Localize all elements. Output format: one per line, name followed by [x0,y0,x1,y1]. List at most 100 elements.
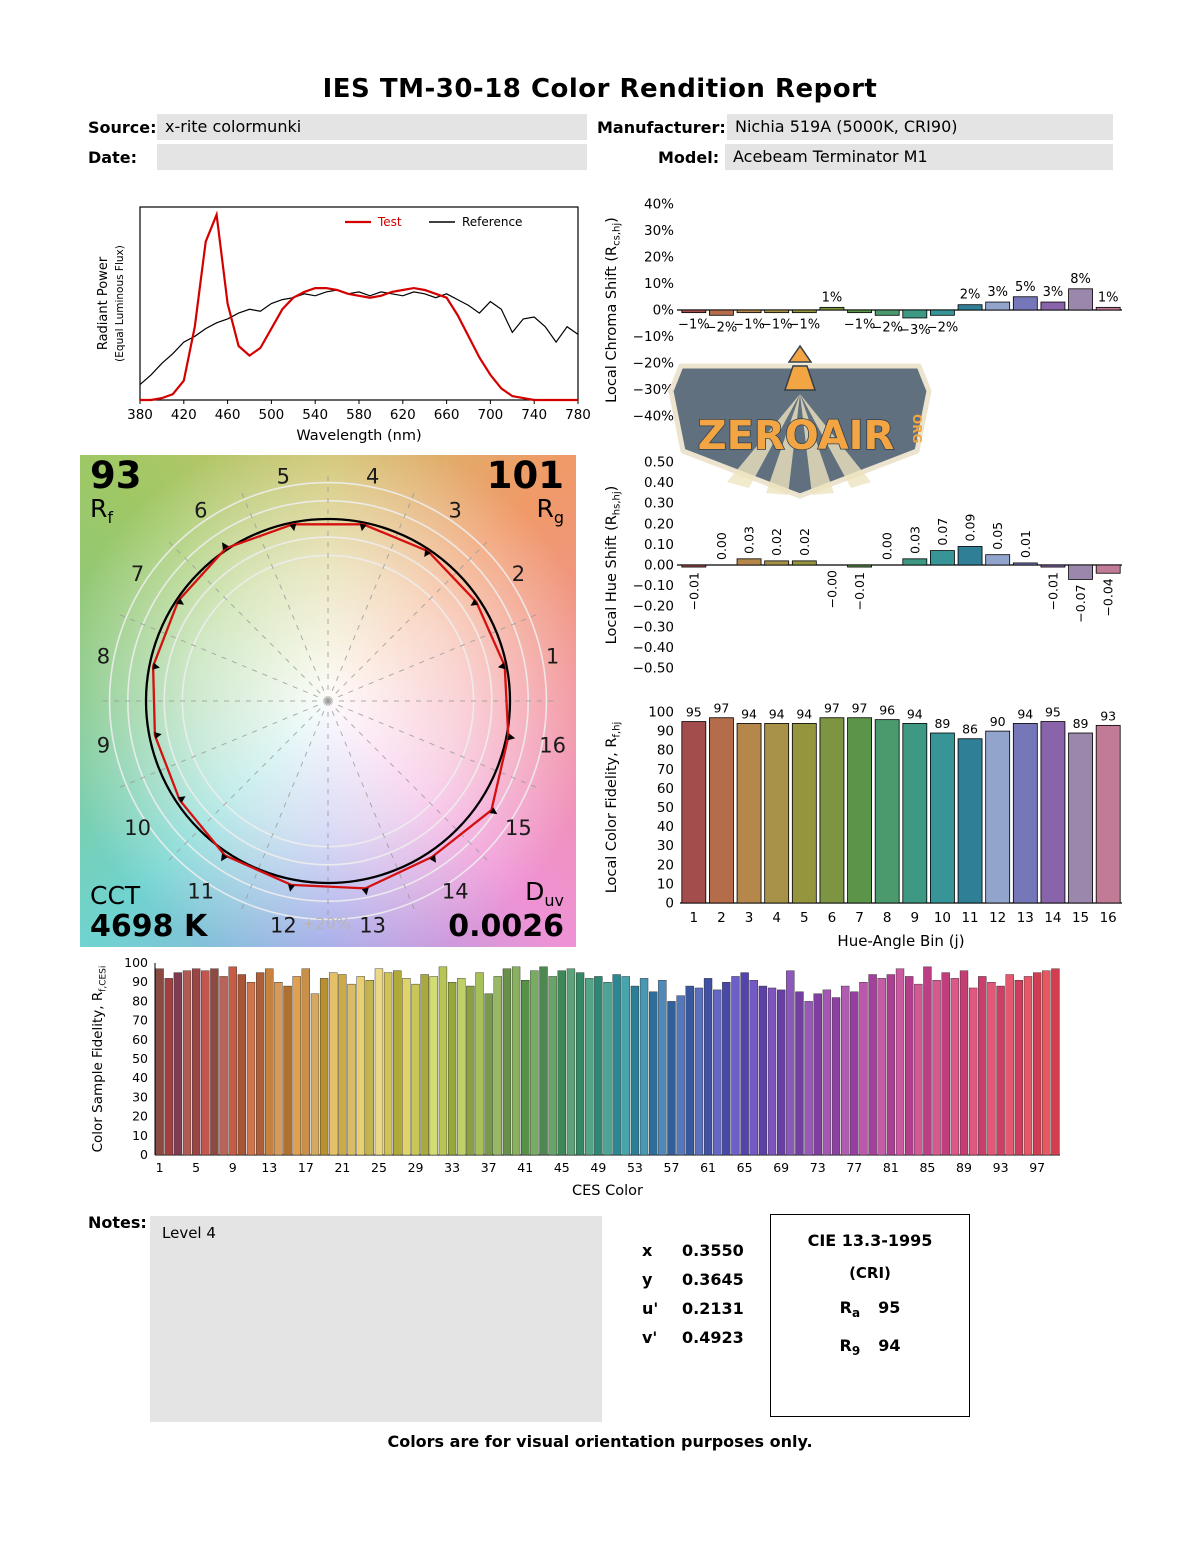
svg-text:29: 29 [408,1160,424,1175]
svg-text:10: 10 [132,1128,148,1143]
svg-text:3: 3 [449,499,462,523]
svg-text:7: 7 [855,910,864,926]
svg-text:93: 93 [1100,708,1116,723]
svg-text:580: 580 [346,407,372,423]
watermark-text: ZEROAIR [698,413,895,459]
svg-text:0.00: 0.00 [644,558,674,574]
svg-text:96: 96 [879,703,895,718]
svg-text:65: 65 [737,1160,753,1175]
svg-text:−0.30: −0.30 [633,619,674,635]
svg-text:0: 0 [665,896,674,912]
svg-text:12: 12 [989,910,1006,926]
svg-text:0.01: 0.01 [1018,530,1033,558]
cie-ra-row: Ra 95 [839,1298,901,1321]
svg-text:5: 5 [277,464,290,488]
svg-text:1: 1 [156,1160,164,1175]
manufacturer-label: Manufacturer: [597,118,726,137]
svg-text:95: 95 [1045,705,1061,720]
svg-text:89: 89 [956,1160,972,1175]
svg-text:−0.40: −0.40 [633,640,674,656]
svg-text:0.09: 0.09 [963,514,978,542]
svg-text:0.00: 0.00 [880,532,895,560]
svg-text:80: 80 [132,993,148,1008]
rg-symbol: Rg [536,493,564,527]
notes-box: Level 4 [150,1216,602,1422]
duv-symbol: Duv [525,876,564,910]
svg-text:45: 45 [554,1160,570,1175]
svg-text:30: 30 [132,1089,148,1104]
svg-text:12: 12 [270,914,297,938]
svg-text:Reference: Reference [462,215,522,229]
page-title: IES TM-30-18 Color Rendition Report [322,74,878,104]
svg-text:9: 9 [97,734,110,758]
manufacturer-value: Nichia 519A (5000K, CRI90) [735,117,958,136]
svg-text:7: 7 [131,562,144,586]
chroma_shift-chart: 40% 30% 20% 10% 0% −10% −20% −30% −40% −1% −2% −1% −… [600,192,1130,425]
svg-text:1: 1 [690,910,699,926]
svg-text:0.40: 0.40 [644,475,674,491]
svg-text:77: 77 [846,1160,862,1175]
svg-text:−2%: −2% [871,320,903,335]
svg-text:70: 70 [132,1013,148,1028]
svg-text:1%: 1% [822,290,843,305]
chromaticity-coordinates: x 0.3550 y 0.3645 u' 0.2131 v' 0.4923 [642,1236,744,1352]
svg-text:CES Color: CES Color [572,1183,643,1199]
svg-text:9: 9 [911,910,920,926]
svg-text:61: 61 [700,1160,716,1175]
svg-text:−30%: −30% [633,382,674,398]
svg-text:94: 94 [1017,706,1033,721]
svg-text:380: 380 [127,407,153,423]
svg-text:60: 60 [657,781,674,797]
cie-cri-box: CIE 13.3-1995 (CRI) Ra 95 R9 94 [770,1214,970,1417]
svg-text:15: 15 [1072,910,1089,926]
svg-text:10: 10 [657,876,674,892]
svg-text:97: 97 [852,701,868,716]
svg-text:90: 90 [132,974,148,989]
rf-symbol: Rf [90,493,114,527]
svg-text:21: 21 [334,1160,350,1175]
svg-text:0.30: 0.30 [644,496,674,512]
svg-text:0.03: 0.03 [742,526,757,554]
svg-text:8%: 8% [1070,272,1091,287]
svg-text:Local Chroma Shift (Rcs,hj): Local Chroma Shift (Rcs,hj) [604,217,623,403]
svg-text:Wavelength (nm): Wavelength (nm) [296,428,421,444]
svg-text:5%: 5% [1015,280,1036,295]
cvg-rf-badge: 93 Rf [90,457,142,526]
rf-value: 93 [90,454,142,497]
svg-text:−1%: −1% [678,318,710,333]
svg-text:30%: 30% [644,223,674,239]
svg-text:−20%: −20% [633,356,674,372]
watermark-rays [727,394,871,495]
svg-text:25: 25 [371,1160,387,1175]
svg-text:0.02: 0.02 [797,528,812,556]
svg-text:10: 10 [124,816,151,840]
svg-text:4: 4 [366,464,379,488]
svg-text:0.50: 0.50 [644,455,674,471]
svg-text:81: 81 [883,1160,899,1175]
local_fidelity-chart: 0 10 20 30 40 50 60 70 80 90 100 95 1 97 2 94 3 94 4 94 5 97 6… [600,698,1130,950]
svg-text:73: 73 [810,1160,826,1175]
svg-text:0.05: 0.05 [990,522,1005,550]
svg-text:8: 8 [97,644,110,668]
svg-text:−0.07: −0.07 [1073,584,1088,622]
svg-text:6: 6 [828,910,837,926]
svg-text:1: 1 [546,644,559,668]
svg-text:60: 60 [132,1032,148,1047]
svg-text:Hue-Angle Bin (j): Hue-Angle Bin (j) [837,932,964,950]
svg-text:6: 6 [194,499,207,523]
svg-text:40: 40 [132,1070,148,1085]
svg-text:Local Hue Shift (Rhs,hj): Local Hue Shift (Rhs,hj) [604,486,623,645]
svg-text:5: 5 [800,910,809,926]
cvg-rg-badge: 101 Rg [487,457,564,526]
svg-text:20%: 20% [644,250,674,266]
footer-disclaimer: Colors are for visual orientation purpos… [387,1432,813,1451]
source-label: Source: [88,118,157,137]
cie-title: CIE 13.3-1995 [807,1231,933,1250]
svg-text:30: 30 [657,838,674,854]
coord-u: u' 0.2131 [642,1299,744,1318]
color-vector-graphic: 1 2 3 4 5 6 7 8 9 10 11 12 13 14 15 16 93 Rf 101 Rg CCT… [80,455,576,947]
svg-text:10: 10 [934,910,951,926]
svg-text:Radiant Power: Radiant Power [96,256,111,350]
watermark-road-icon [783,365,817,391]
